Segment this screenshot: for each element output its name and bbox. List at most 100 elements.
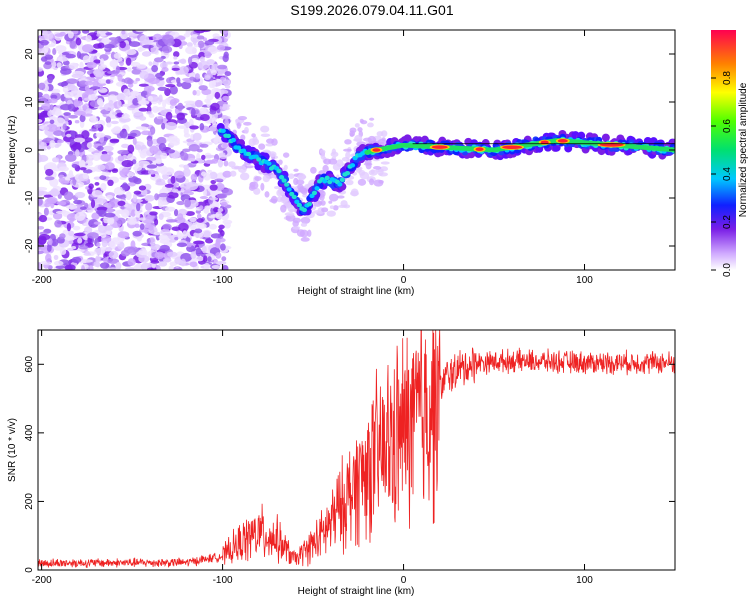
spectral-noise-blob [93,68,105,78]
spectral-noise-blob [133,177,142,185]
spectrogram-y-tick-label: 0 [24,147,35,153]
spectral-peak [372,148,381,152]
spectral-noise-blob [141,51,152,57]
spectral-ridge-blob [286,187,292,192]
spectral-ridge-blob [225,133,231,139]
spectral-noise-blob [79,167,87,171]
spectral-noise-blob [169,85,178,95]
spectrogram-y-tick-label: -10 [24,190,35,205]
spectral-noise-blob [119,60,124,67]
spectral-noise-blob [107,258,120,264]
spectral-noise-blob [117,231,130,239]
spectral-noise-blob [146,238,151,244]
spectral-noise-blob [199,123,205,131]
spectral-noise-blob [87,148,96,153]
spectral-noise-blob [320,153,326,160]
spectral-noise-blob [62,85,69,93]
spectral-noise-blob [140,130,152,136]
spectral-noise-blob [302,193,309,198]
spectral-noise-blob [95,198,106,205]
spectral-noise-blob [169,140,180,146]
spectral-noise-blob [174,236,179,241]
spectral-noise-blob [184,100,196,105]
spectral-noise-blob [161,45,173,54]
spectral-noise-blob [153,231,162,236]
spectral-noise-blob [116,217,126,225]
spectral-noise-blob [164,121,177,131]
spectral-noise-blob [189,76,196,81]
spectral-noise-blob [170,175,176,184]
spectral-noise-blob [52,157,60,163]
spectrogram-y-ticks: -20 -10 0 10 20 [24,48,675,253]
spectral-noise-blob [176,77,181,84]
spectral-noise-blob [287,173,295,179]
snr-x-ticks: -200 -100 0 100 [32,330,593,586]
spectral-noise-blob [113,52,122,59]
spectral-noise-blob [370,169,375,175]
spectral-noise-blob [130,209,136,218]
spectral-noise-blob [106,122,112,128]
spectral-noise-blob [369,117,375,121]
spectral-noise-blob [48,98,58,104]
spectral-noise-blob [71,163,79,168]
spectral-noise-blob [203,172,211,181]
spectral-noise-blob [103,145,114,152]
spectral-ridge-blob [256,157,262,162]
spectral-noise-blob [38,250,44,255]
spectral-noise-blob [224,119,229,127]
spectral-noise-blob [148,61,153,66]
spectral-noise-blob [38,112,48,118]
spectral-noise-blob [144,194,155,202]
spectral-noise-blob [162,223,172,230]
spectral-noise-blob [50,88,61,94]
spectral-noise-blob [64,264,76,270]
spectral-noise-blob [251,133,256,138]
spectral-noise-blob [322,164,329,173]
spectral-noise-blob [183,168,191,177]
spectral-noise-blob [199,143,209,148]
spectral-noise-blob [121,30,126,35]
spectral-noise-blob [126,171,135,177]
spectral-noise-blob [96,38,103,42]
spectral-noise-blob [142,39,154,44]
spectral-noise-blob [215,260,227,266]
spectral-noise-blob [49,140,56,149]
colorbar-label: Normalized spectral amplitude [738,82,749,217]
spectral-peak [502,145,523,150]
spectral-noise-blob [161,122,166,130]
spectral-noise-blob [265,138,275,144]
spectral-noise-blob [55,265,66,270]
spectral-noise-blob [65,204,78,210]
spectral-noise-blob [160,170,167,175]
spectral-noise-blob [183,126,189,136]
spectral-noise-blob [287,204,296,213]
spectral-noise-blob [214,178,224,183]
spectral-noise-blob [185,121,190,129]
spectral-noise-blob [60,68,72,75]
spectral-peak [557,139,568,143]
spectral-noise-blob [108,37,119,41]
spectral-noise-blob [162,231,172,237]
spectral-noise-blob [171,188,179,193]
spectral-noise-blob [100,182,107,192]
spectral-noise-blob [217,159,224,168]
spectral-noise-blob [194,228,203,234]
spectral-noise-blob [117,200,126,207]
spectral-noise-blob [345,179,354,186]
snr-y-tick-label: 600 [24,356,35,373]
spectral-noise-blob [293,168,299,172]
spectral-noise-blob [105,79,111,84]
spectral-noise-blob [165,111,173,121]
snr-x-label: Height of straight line (km) [298,586,415,597]
spectral-noise-blob [176,112,186,121]
spectral-noise-blob [194,73,200,80]
spectral-noise-blob [90,199,96,209]
spectral-noise-blob [262,174,270,183]
spectral-noise-blob [120,205,125,210]
spectral-noise-blob [372,166,382,170]
spectral-noise-blob [328,158,338,165]
spectral-noise-blob [173,61,180,65]
spectral-noise-blob [46,124,58,132]
spectral-noise-blob [222,79,231,86]
spectral-noise-blob [105,32,113,36]
